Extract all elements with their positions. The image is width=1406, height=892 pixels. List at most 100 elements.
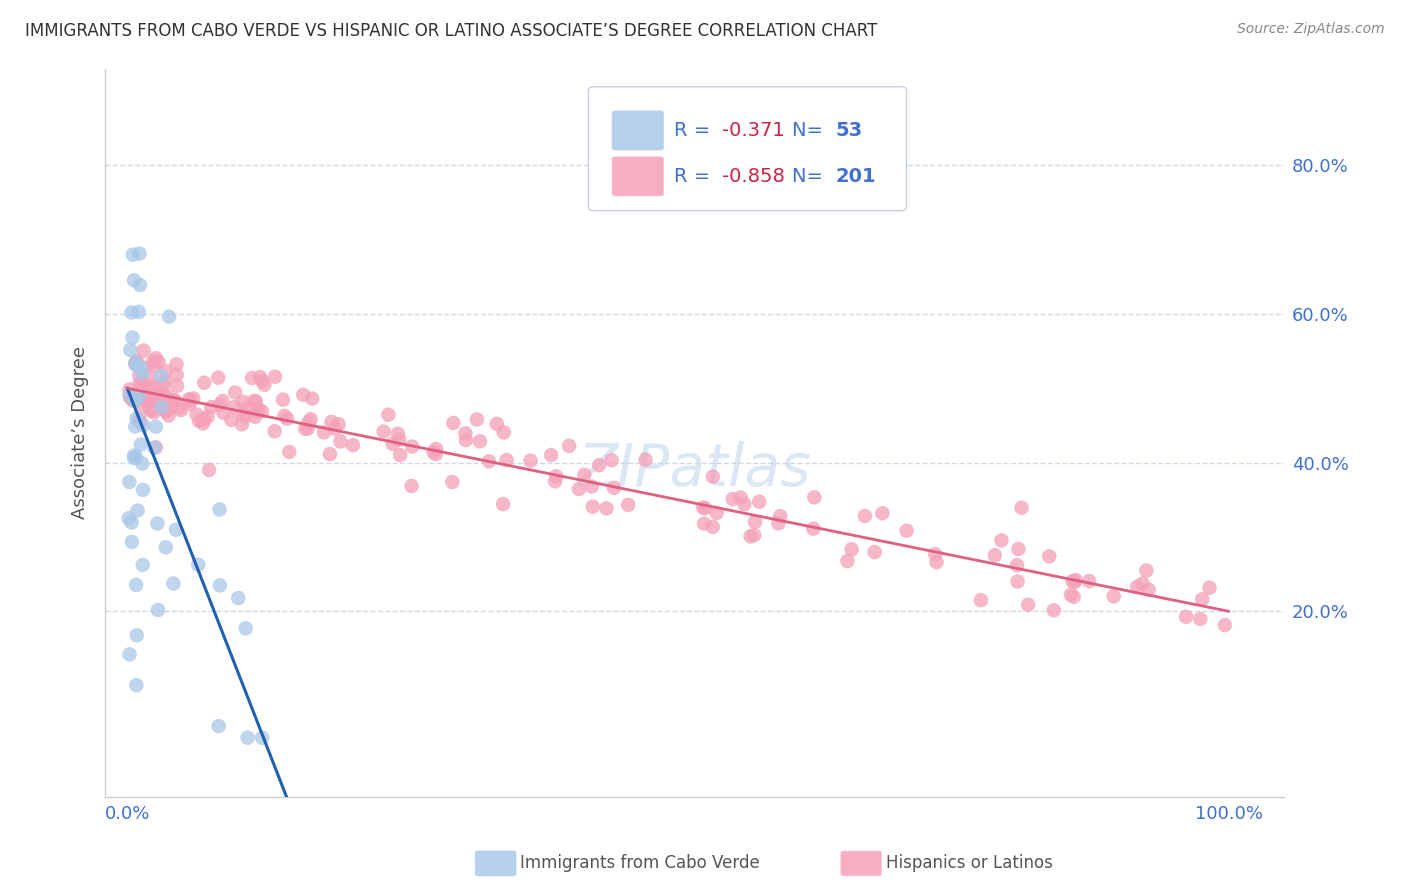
Point bbox=[145, 441, 167, 455]
Point bbox=[769, 509, 792, 524]
Point bbox=[145, 351, 167, 366]
Point bbox=[142, 379, 165, 393]
Point bbox=[226, 591, 249, 605]
Point bbox=[124, 393, 146, 408]
Point bbox=[166, 357, 188, 371]
Point bbox=[297, 421, 319, 435]
Point bbox=[803, 491, 825, 505]
Point bbox=[163, 393, 186, 408]
Point bbox=[157, 409, 180, 423]
Point bbox=[1063, 575, 1085, 590]
Text: Immigrants from Cabo Verde: Immigrants from Cabo Verde bbox=[520, 855, 761, 872]
Text: N=: N= bbox=[792, 167, 830, 186]
Point bbox=[730, 491, 752, 505]
Point bbox=[454, 433, 477, 447]
FancyBboxPatch shape bbox=[612, 157, 664, 196]
Point bbox=[425, 447, 447, 461]
Point bbox=[121, 247, 143, 261]
Point bbox=[155, 404, 177, 418]
Point bbox=[221, 413, 243, 427]
Point bbox=[118, 390, 141, 404]
Point bbox=[721, 491, 744, 506]
Point bbox=[1042, 603, 1064, 617]
Point bbox=[166, 368, 188, 382]
Point bbox=[263, 424, 285, 438]
Point bbox=[742, 528, 765, 542]
Point bbox=[124, 419, 146, 434]
Point bbox=[872, 506, 894, 520]
Point bbox=[301, 392, 323, 406]
Point bbox=[1064, 573, 1087, 587]
Point bbox=[1189, 612, 1212, 626]
Point bbox=[1135, 564, 1157, 578]
Point bbox=[155, 402, 177, 417]
Point bbox=[1062, 574, 1084, 589]
Text: 201: 201 bbox=[835, 167, 876, 186]
Point bbox=[170, 403, 193, 417]
Point bbox=[125, 578, 148, 592]
Point bbox=[232, 407, 254, 421]
Point bbox=[128, 411, 150, 425]
Point bbox=[188, 414, 211, 428]
Point bbox=[253, 377, 276, 392]
Point bbox=[441, 475, 464, 489]
Point bbox=[803, 522, 825, 536]
Point bbox=[1126, 580, 1149, 594]
Point bbox=[124, 357, 146, 371]
Point bbox=[139, 370, 162, 384]
Point bbox=[146, 386, 169, 401]
Point bbox=[128, 305, 150, 319]
Point bbox=[1191, 592, 1213, 607]
Point bbox=[299, 412, 322, 426]
Point bbox=[200, 400, 222, 414]
Point bbox=[139, 403, 162, 417]
Point bbox=[984, 548, 1007, 562]
Point bbox=[465, 412, 488, 426]
Point bbox=[273, 409, 295, 423]
Point bbox=[150, 368, 173, 383]
Point bbox=[485, 417, 508, 431]
Point bbox=[278, 445, 301, 459]
Point bbox=[129, 360, 152, 375]
Point bbox=[125, 628, 148, 642]
Point bbox=[768, 516, 790, 531]
Point bbox=[896, 524, 918, 538]
Point bbox=[197, 409, 219, 424]
Point bbox=[118, 648, 141, 662]
Point bbox=[595, 501, 617, 516]
Point bbox=[425, 442, 447, 456]
Point bbox=[252, 374, 274, 388]
Point bbox=[232, 395, 254, 409]
Point bbox=[245, 394, 267, 409]
Point bbox=[837, 554, 859, 568]
Point bbox=[236, 401, 259, 415]
Point bbox=[125, 450, 148, 465]
Point bbox=[132, 483, 155, 497]
Point bbox=[118, 511, 141, 525]
Point bbox=[134, 360, 156, 375]
Point bbox=[121, 516, 143, 530]
Point bbox=[125, 411, 148, 425]
Point bbox=[342, 438, 364, 452]
Point bbox=[1038, 549, 1060, 564]
Point bbox=[240, 371, 263, 385]
Point bbox=[441, 416, 464, 430]
Y-axis label: Associate’s Degree: Associate’s Degree bbox=[72, 346, 89, 519]
Point bbox=[401, 479, 423, 493]
Point bbox=[148, 396, 170, 410]
Point bbox=[155, 364, 177, 378]
Point bbox=[389, 448, 412, 462]
Point bbox=[142, 354, 165, 368]
Point bbox=[600, 453, 623, 467]
Point bbox=[298, 415, 321, 429]
Point bbox=[208, 719, 231, 733]
Point bbox=[129, 382, 152, 396]
Point bbox=[143, 359, 166, 373]
Point bbox=[143, 441, 166, 455]
Point bbox=[186, 408, 208, 422]
Point bbox=[924, 547, 946, 561]
Point bbox=[231, 417, 253, 432]
Point bbox=[224, 400, 246, 414]
Point bbox=[990, 533, 1012, 548]
Point bbox=[129, 416, 152, 430]
